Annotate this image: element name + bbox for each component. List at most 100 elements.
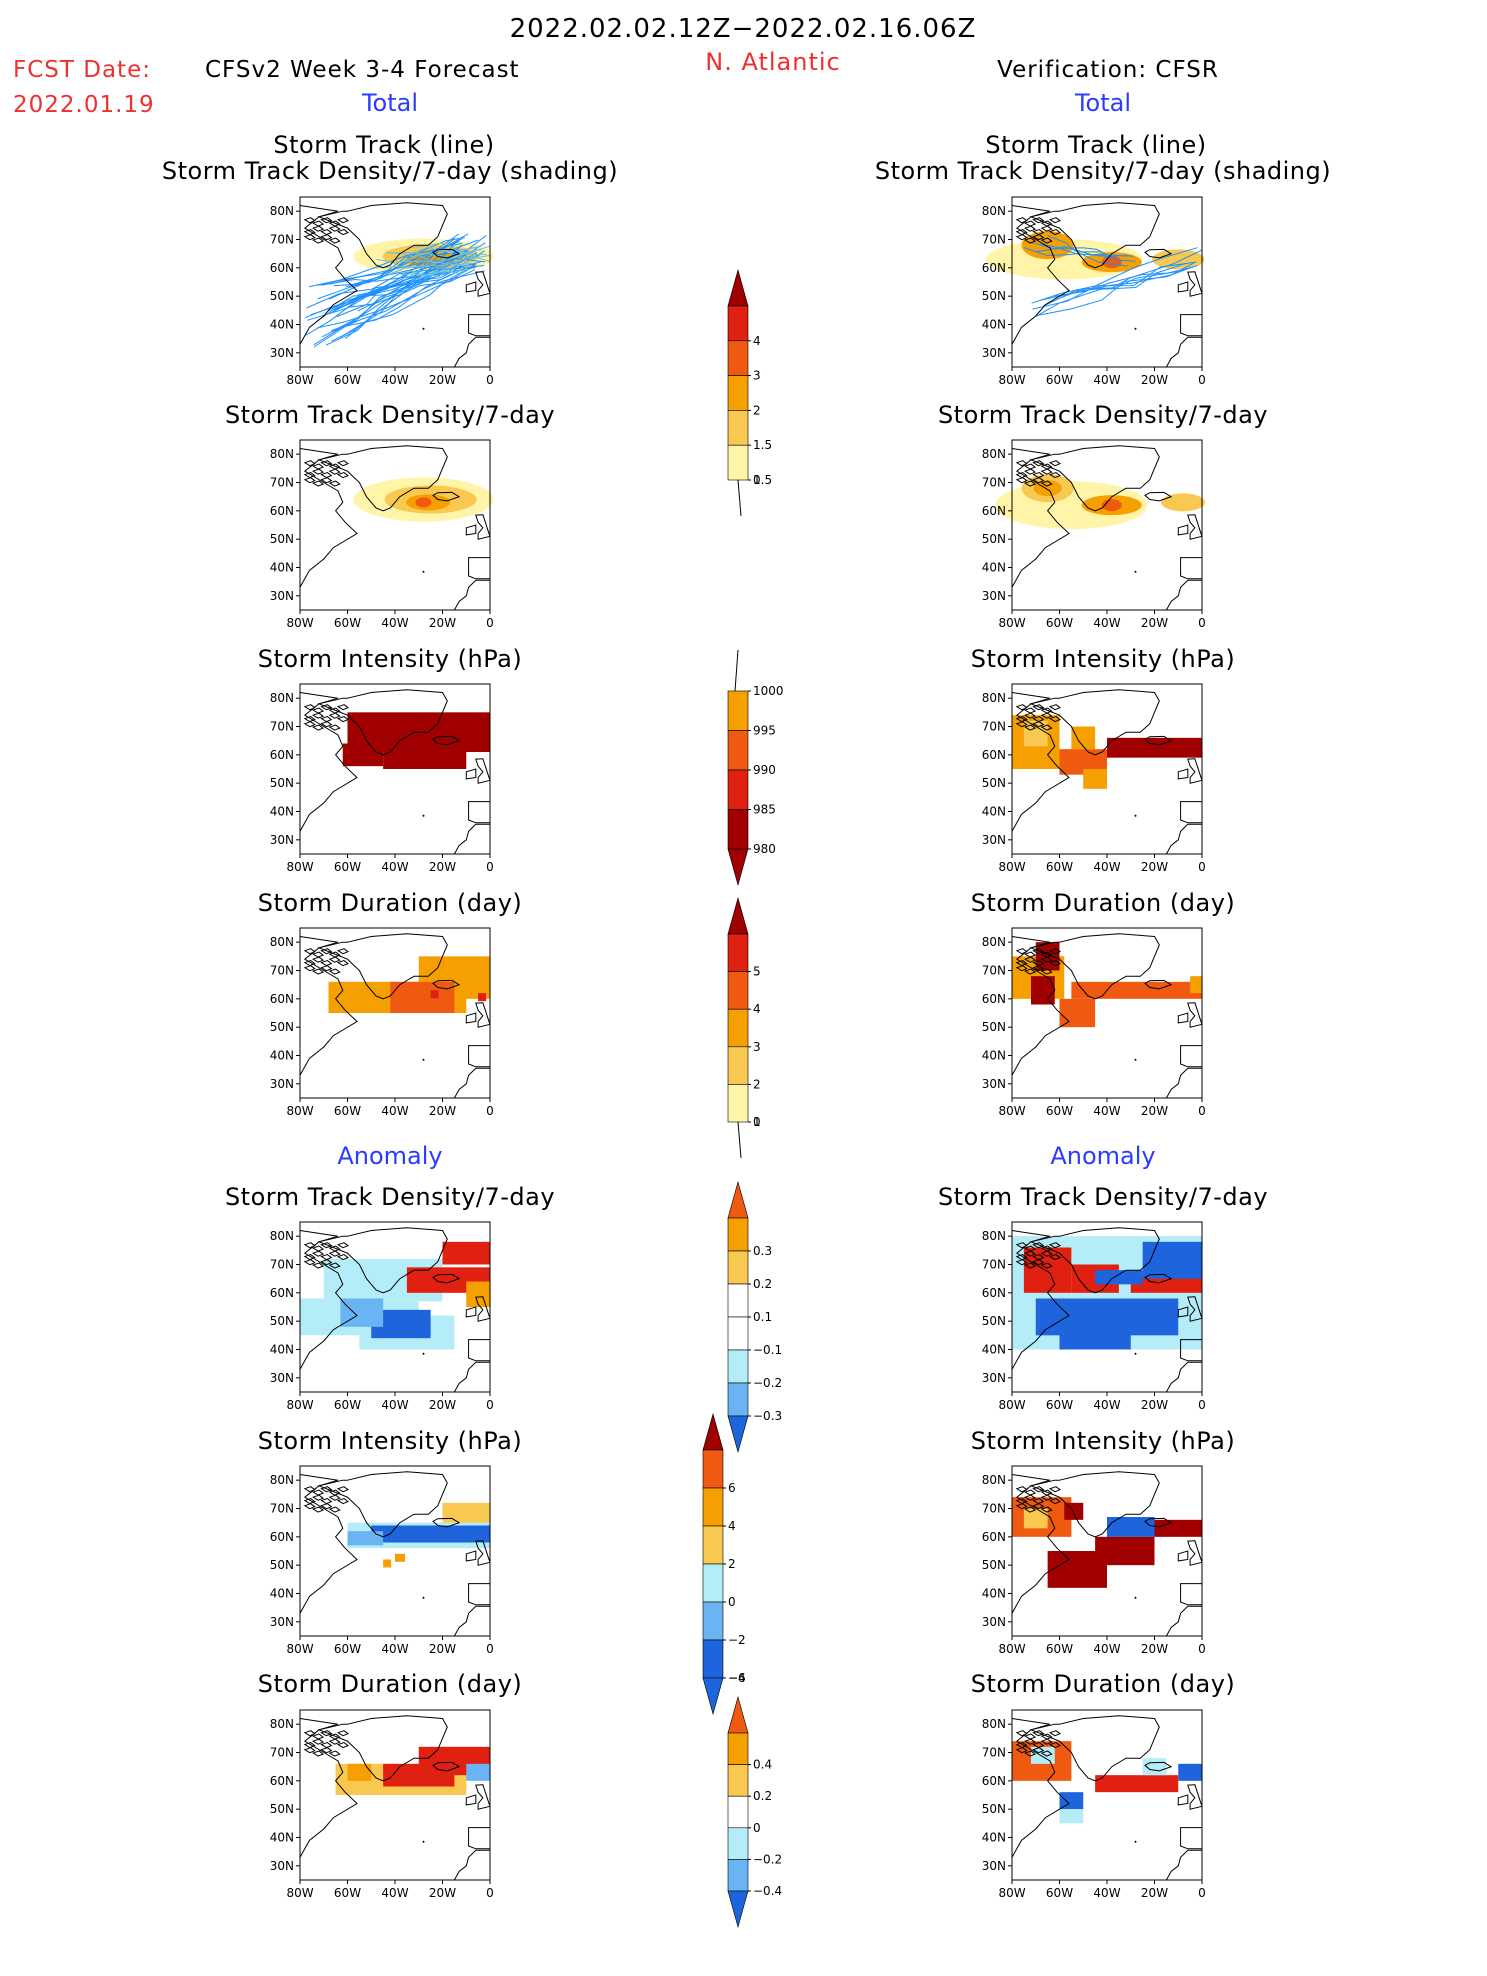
lat-tick-label: 60N — [982, 1774, 1006, 1788]
lon-tick-label: 40W — [1093, 1642, 1120, 1656]
colorbar-tick-label: 2 — [753, 403, 761, 417]
title-left-intensity-anom: Storm Intensity (hPa) — [258, 1428, 522, 1455]
lat-tick-label: 50N — [270, 532, 294, 546]
colorbar-tick-label: 6 — [728, 1481, 736, 1495]
title-left-track-line: Storm Track (line) — [273, 132, 494, 159]
lon-tick-label: 40W — [1093, 1886, 1120, 1900]
lat-tick-label: 80N — [270, 935, 294, 949]
lat-tick-label: 80N — [982, 935, 1006, 949]
title-left-density-anom: Storm Track Density/7-day — [225, 1184, 555, 1211]
lon-tick-label: 20W — [429, 1886, 456, 1900]
title-left-duration-anom: Storm Duration (day) — [258, 1671, 523, 1698]
lon-tick-label: 60W — [334, 1642, 361, 1656]
map-frame — [300, 1466, 490, 1636]
lon-tick-label: 0 — [486, 1642, 494, 1656]
lat-tick-label: 60N — [982, 1286, 1006, 1300]
colorbar-tick-label: 1.5 — [753, 438, 772, 452]
lat-tick-label: 30N — [982, 1371, 1006, 1385]
lon-tick-label: 60W — [1046, 373, 1073, 387]
colorbar-tick-label: −0.2 — [753, 1376, 782, 1390]
lon-tick-label: 0 — [486, 1398, 494, 1412]
colorbar-tick-label: 0 — [728, 1595, 736, 1609]
lat-tick-label: 30N — [270, 1615, 294, 1629]
lat-tick-label: 50N — [982, 289, 1006, 303]
colorbar-tick-label: 4 — [753, 1002, 761, 1016]
lat-tick-label: 50N — [270, 289, 294, 303]
lon-tick-label: 80W — [286, 1104, 313, 1118]
lon-tick-label: 20W — [429, 1398, 456, 1412]
lon-tick-label: 0 — [1198, 373, 1206, 387]
map-frame — [1012, 197, 1202, 367]
coastline — [1012, 446, 1202, 610]
anomaly-label-left: Anomaly — [337, 1142, 442, 1170]
lon-tick-label: 20W — [429, 1104, 456, 1118]
lon-tick-label: 0 — [1198, 860, 1206, 874]
colorbar-tick-label: 3 — [753, 369, 761, 383]
region-title: N. Atlantic — [705, 48, 840, 76]
colorbar-tick-label: 4 — [753, 334, 761, 348]
title-right-density-anom: Storm Track Density/7-day — [938, 1184, 1268, 1211]
lon-tick-label: 40W — [381, 1886, 408, 1900]
lon-tick-label: 20W — [429, 1642, 456, 1656]
colorbar-tick-label: 0.3 — [753, 1244, 772, 1258]
lon-tick-label: 60W — [1046, 1642, 1073, 1656]
lat-tick-label: 50N — [982, 1802, 1006, 1816]
lon-tick-label: 40W — [381, 1398, 408, 1412]
lat-tick-label: 60N — [270, 504, 294, 518]
lon-tick-label: 80W — [998, 373, 1025, 387]
lat-tick-label: 50N — [982, 1558, 1006, 1572]
lon-tick-label: 60W — [1046, 1398, 1073, 1412]
lon-tick-label: 40W — [381, 860, 408, 874]
lat-tick-label: 60N — [270, 1774, 294, 1788]
lat-tick-label: 50N — [270, 1802, 294, 1816]
lat-tick-label: 70N — [982, 1746, 1006, 1760]
lon-tick-label: 80W — [998, 1398, 1025, 1412]
lon-tick-label: 60W — [334, 1104, 361, 1118]
lat-tick-label: 30N — [982, 1077, 1006, 1091]
map-frame — [300, 440, 490, 610]
map-frame — [1012, 1710, 1202, 1880]
lat-tick-label: 70N — [270, 233, 294, 247]
lat-tick-label: 50N — [982, 1020, 1006, 1034]
lat-tick-label: 40N — [270, 561, 294, 575]
lon-tick-label: 80W — [998, 860, 1025, 874]
title-right-duration: Storm Duration (day) — [971, 890, 1236, 917]
lat-tick-label: 60N — [270, 748, 294, 762]
colorbar-tick-label: 5 — [753, 965, 761, 979]
lon-tick-label: 0 — [1198, 616, 1206, 630]
lat-tick-label: 40N — [982, 1587, 1006, 1601]
lon-tick-label: 0 — [486, 1104, 494, 1118]
fcst-date-value: 2022.01.19 — [13, 92, 155, 118]
lon-tick-label: 0 — [486, 373, 494, 387]
colorbar-tick-label: 0.2 — [753, 1277, 772, 1291]
lat-tick-label: 30N — [270, 1371, 294, 1385]
lat-tick-label: 70N — [982, 1258, 1006, 1272]
lat-tick-label: 40N — [982, 1343, 1006, 1357]
colorbar-tick-label: 0.5 — [753, 473, 772, 487]
coastline — [300, 446, 490, 610]
colorbar-tick-label: 990 — [753, 763, 776, 777]
lat-tick-label: 40N — [270, 1587, 294, 1601]
lon-tick-label: 0 — [1198, 1642, 1206, 1656]
lon-tick-label: 80W — [998, 1886, 1025, 1900]
title-right-density: Storm Track Density/7-day — [938, 402, 1268, 429]
colorbar-tick-label: −0.1 — [753, 1343, 782, 1357]
lat-tick-label: 80N — [270, 1717, 294, 1731]
colorbar-tick-label: 0.1 — [753, 1310, 772, 1324]
lat-tick-label: 80N — [982, 1717, 1006, 1731]
lat-tick-label: 70N — [270, 1746, 294, 1760]
anomaly-label-right: Anomaly — [1050, 1142, 1155, 1170]
lat-tick-label: 50N — [270, 1314, 294, 1328]
colorbar-tick-label: 3 — [753, 1040, 761, 1054]
colorbar-tick-label: 0 — [753, 1821, 761, 1835]
colorbar-tick-label: 4 — [728, 1519, 736, 1533]
colorbar-tick-label: −0.4 — [753, 1884, 782, 1898]
lat-tick-label: 80N — [982, 1229, 1006, 1243]
